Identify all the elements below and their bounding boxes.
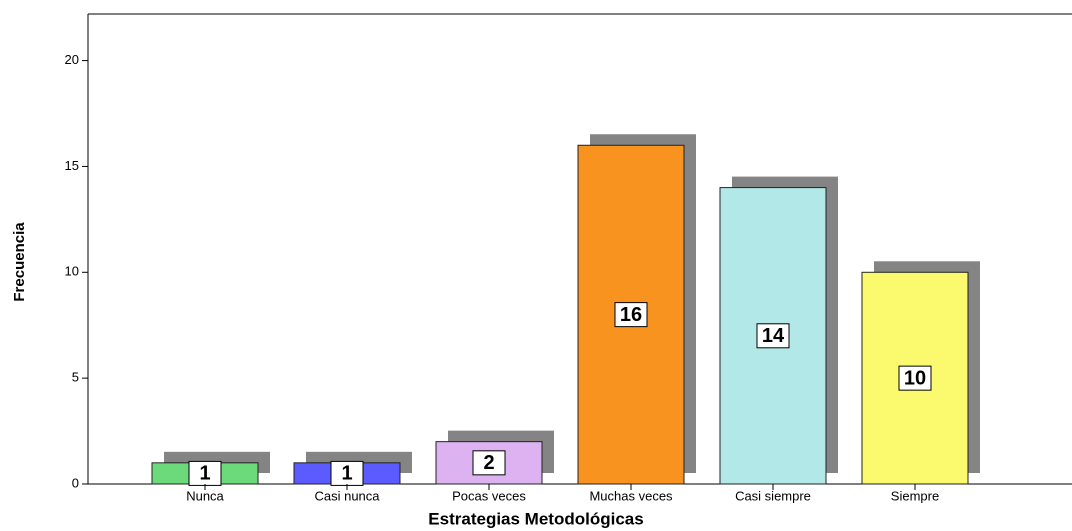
y-tick-label: 5	[72, 370, 79, 385]
x-tick-label: Casi nunca	[314, 488, 380, 503]
bar	[719, 187, 827, 485]
value-label: 16	[620, 304, 642, 326]
x-tick-label: Siempre	[891, 488, 939, 503]
value-label-box	[330, 460, 364, 486]
y-tick-label: 0	[72, 475, 79, 490]
x-axis-title: Estrategias Metodológicas	[428, 509, 643, 528]
y-tick-label: 15	[65, 158, 79, 173]
x-tick-label: Muchas veces	[589, 488, 673, 503]
y-tick-label: 10	[65, 264, 79, 279]
value-label-box	[614, 302, 648, 328]
value-label-box	[898, 365, 932, 391]
x-tick-label: Pocas veces	[452, 488, 526, 503]
value-label: 14	[762, 325, 785, 347]
value-label-box	[472, 450, 506, 476]
value-label: 1	[199, 463, 210, 485]
value-label: 1	[341, 463, 352, 485]
value-label: 10	[904, 367, 926, 389]
value-label-box	[756, 323, 790, 349]
x-tick-label: Nunca	[186, 488, 224, 503]
y-axis-title: Frecuencia	[11, 222, 28, 302]
y-tick-label: 20	[65, 52, 79, 67]
x-tick-label: Casi siempre	[735, 488, 811, 503]
value-label: 2	[483, 452, 494, 474]
value-label-box	[188, 460, 222, 486]
